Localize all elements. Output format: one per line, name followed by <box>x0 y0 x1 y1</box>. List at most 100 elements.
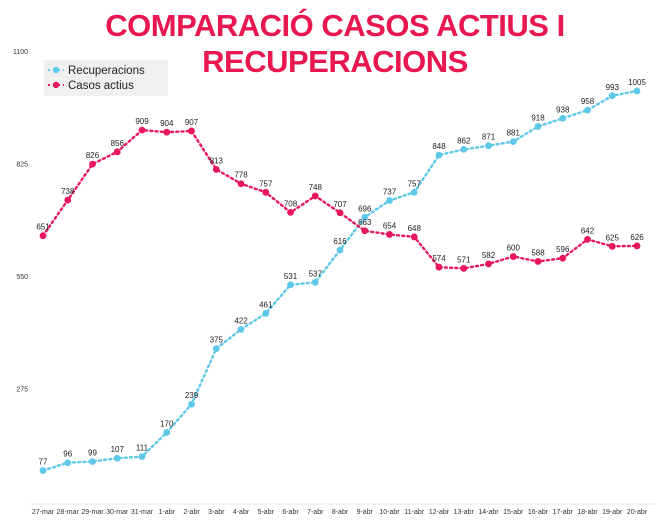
x-tick-label: 28-mar <box>57 509 80 516</box>
x-tick-label: 13-abr <box>454 509 475 516</box>
data-label: 778 <box>234 171 248 180</box>
data-label: 708 <box>284 199 298 208</box>
x-tick-label: 18-abr <box>577 509 598 516</box>
x-tick-label: 10-abr <box>379 509 400 516</box>
series-1 <box>39 126 641 272</box>
data-point <box>311 278 319 286</box>
legend-marker-casos-actius <box>52 81 60 89</box>
data-point <box>559 254 567 262</box>
data-point <box>237 325 245 333</box>
data-label: 737 <box>383 188 397 197</box>
x-tick-label: 9-abr <box>357 509 374 516</box>
data-point <box>410 233 418 241</box>
data-point <box>559 114 567 122</box>
x-tick-label: 17-abr <box>553 509 574 516</box>
x-tick-label: 12-abr <box>429 509 450 516</box>
axis-layer: 275 550 825 1100 27-mar 28-mar 29-mar 30-mar 31-… <box>13 49 655 516</box>
data-label: 648 <box>408 224 422 233</box>
data-point <box>163 128 171 136</box>
x-tick-label: 31-mar <box>131 509 154 516</box>
data-label: 170 <box>160 419 174 428</box>
data-point <box>361 213 369 221</box>
data-label: 651 <box>36 223 50 232</box>
data-label: 918 <box>531 113 545 122</box>
x-tick-label: 30-mar <box>106 509 129 516</box>
data-point <box>262 310 270 317</box>
x-tick-label: 29-mar <box>81 509 104 516</box>
data-point <box>89 160 96 168</box>
data-label: 696 <box>358 204 372 213</box>
data-point <box>287 208 294 216</box>
x-tick-label: 1-abr <box>159 509 176 516</box>
data-label: 239 <box>185 391 199 400</box>
data-label: 588 <box>531 248 545 257</box>
series-layer <box>39 87 641 474</box>
data-label: 571 <box>457 255 471 264</box>
data-point <box>608 242 616 250</box>
data-label: 596 <box>556 245 570 254</box>
legend-box <box>44 60 168 96</box>
data-label: 99 <box>88 449 97 458</box>
x-tick-label: 6-abr <box>282 509 299 516</box>
data-point <box>410 188 418 196</box>
data-point <box>386 231 393 238</box>
x-tick-label: 27-mar <box>32 509 55 516</box>
data-point <box>608 92 616 100</box>
data-label: 748 <box>309 183 323 192</box>
legend: Recuperacions Casos actius <box>44 60 168 96</box>
data-point <box>509 138 517 145</box>
data-label: 96 <box>63 450 72 459</box>
data-point <box>336 246 344 254</box>
data-label: 757 <box>408 179 422 188</box>
x-tick-label: 14-abr <box>478 509 499 516</box>
data-label: 904 <box>160 119 174 128</box>
data-point <box>534 123 542 130</box>
data-label: 907 <box>185 118 199 127</box>
data-label: 958 <box>581 97 595 106</box>
data-point <box>39 467 47 474</box>
data-label: 938 <box>556 105 570 114</box>
data-point <box>237 180 245 188</box>
data-label: 881 <box>507 129 521 138</box>
data-point <box>138 453 146 460</box>
data-point <box>509 253 517 260</box>
data-point <box>113 148 121 156</box>
data-label: 862 <box>457 136 471 145</box>
data-point <box>485 142 492 150</box>
data-label: 574 <box>432 254 446 263</box>
y-tick-label: 275 <box>16 387 28 394</box>
data-label: 422 <box>234 316 248 325</box>
x-tick-label: 4-abr <box>233 509 250 516</box>
legend-marker-recuperacions <box>52 66 60 74</box>
data-point <box>584 106 591 114</box>
chart-title: COMPARACIÓ CASOS ACTIUS I RECUPERACIONS <box>105 8 565 79</box>
data-label: 848 <box>432 142 446 151</box>
data-point <box>435 151 443 159</box>
x-tick-label: 8-abr <box>332 509 349 516</box>
data-label: 642 <box>581 226 595 235</box>
data-point <box>311 192 319 200</box>
data-point <box>163 429 171 436</box>
data-point <box>113 454 121 462</box>
x-tick-label: 19-abr <box>602 509 623 516</box>
data-point <box>633 242 641 250</box>
data-label: 1005 <box>628 78 646 87</box>
data-point <box>584 235 591 243</box>
data-point <box>287 281 294 289</box>
data-label: 600 <box>507 244 521 253</box>
data-label: 625 <box>606 233 620 242</box>
data-label: 757 <box>259 179 273 188</box>
y-tick-label: 825 <box>16 162 28 169</box>
data-point <box>138 126 146 134</box>
x-tick-label: 3-abr <box>208 509 225 516</box>
data-label: 626 <box>630 233 644 242</box>
series-0 <box>39 87 641 474</box>
data-point <box>534 258 542 265</box>
data-point <box>64 196 72 204</box>
data-point <box>336 209 344 217</box>
data-point <box>361 227 369 235</box>
data-point <box>460 265 468 272</box>
data-point <box>188 400 195 408</box>
data-label: 909 <box>135 117 149 126</box>
